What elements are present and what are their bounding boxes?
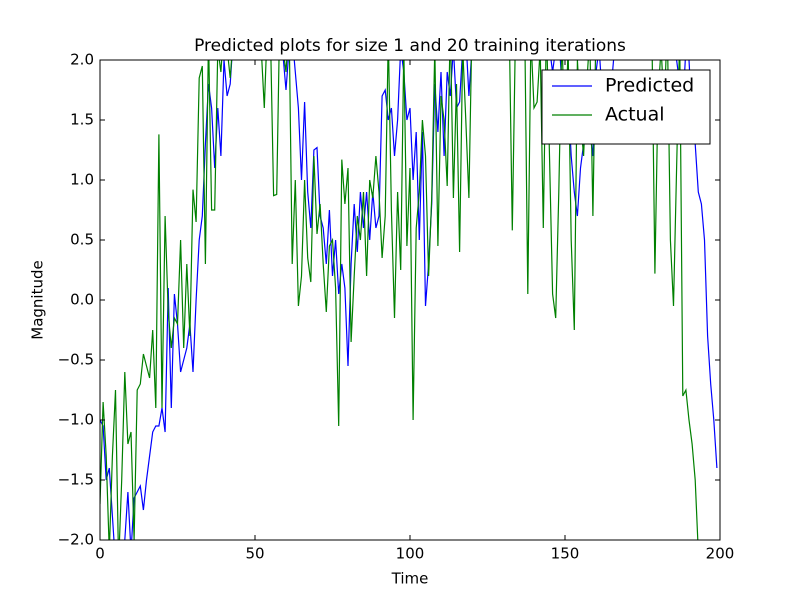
- y-tick-label: −1.0: [58, 411, 94, 429]
- legend-label: Predicted: [605, 75, 694, 97]
- y-tick-label: 2.0: [70, 51, 94, 69]
- legend-label: Actual: [605, 104, 665, 126]
- y-axis-label: Magnitude: [29, 260, 47, 339]
- y-tick-label: 0.0: [70, 291, 94, 309]
- y-tick-label: 1.5: [70, 111, 94, 129]
- x-tick-label: 100: [396, 545, 425, 563]
- x-tick-label: 150: [551, 545, 580, 563]
- y-tick-label: −0.5: [58, 351, 94, 369]
- y-tick-label: −1.5: [58, 471, 94, 489]
- x-tick-label: 50: [245, 545, 264, 563]
- legend-box: [541, 69, 711, 145]
- data-line: [100, 60, 699, 540]
- plot-area: [100, 60, 718, 540]
- y-tick-label: 1.0: [70, 171, 94, 189]
- x-axis-label: Time: [391, 570, 429, 588]
- y-tick-label: 0.5: [70, 231, 94, 249]
- y-tick-label: −2.0: [58, 531, 94, 549]
- data-line: [100, 60, 718, 540]
- chart-title: Predicted plots for size 1 and 20 traini…: [194, 36, 626, 56]
- x-tick-label: 0: [95, 545, 105, 563]
- x-tick-label: 200: [706, 545, 735, 563]
